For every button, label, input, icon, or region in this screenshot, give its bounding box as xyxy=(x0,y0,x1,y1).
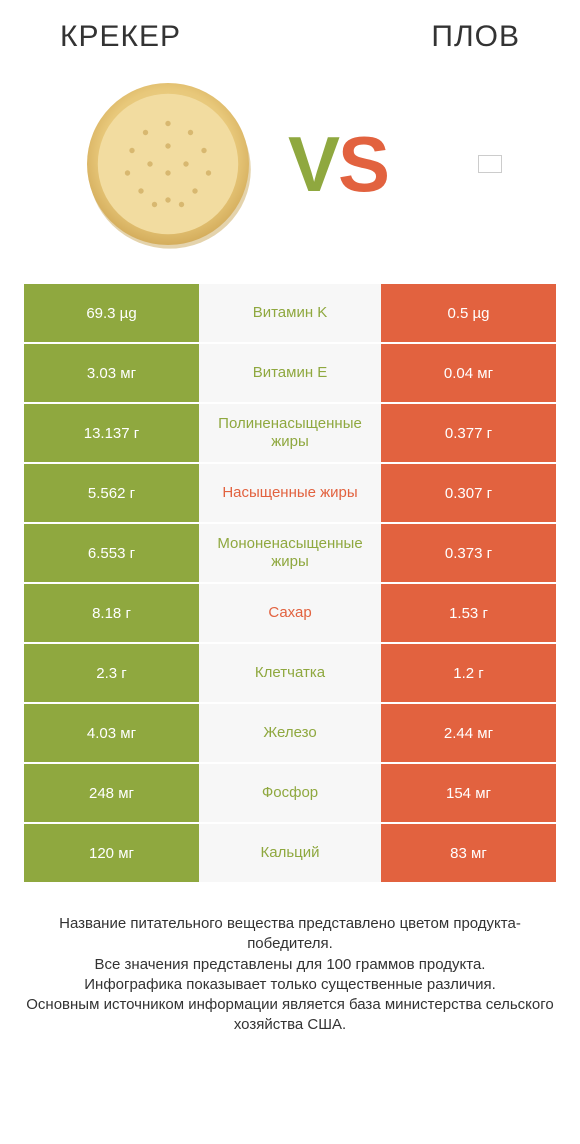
cell-left-value: 2.3 г xyxy=(24,644,199,702)
footer-line: Название питательного вещества представл… xyxy=(24,914,556,955)
cell-left-value: 8.18 г xyxy=(24,584,199,642)
table-row: 5.562 гНасыщенные жиры0.307 г xyxy=(24,464,556,522)
cell-left-value: 248 мг xyxy=(24,764,199,822)
table-row: 248 мгФосфор154 мг xyxy=(24,764,556,822)
title-left: КРЕКЕР xyxy=(60,20,181,54)
cell-right-value: 154 мг xyxy=(381,764,556,822)
cell-nutrient-label: Витамин E xyxy=(199,344,381,402)
footer-line: Инфографика показывает только существенн… xyxy=(24,975,556,995)
table-row: 6.553 гМононенасыщенные жиры0.373 г xyxy=(24,524,556,582)
cell-left-value: 4.03 мг xyxy=(24,704,199,762)
table-row: 120 мгКальций83 мг xyxy=(24,824,556,882)
table-row: 13.137 гПолиненасыщенные жиры0.377 г xyxy=(24,404,556,462)
cell-right-value: 1.53 г xyxy=(381,584,556,642)
cell-nutrient-label: Полиненасыщенные жиры xyxy=(199,404,381,462)
table-row: 8.18 гСахар1.53 г xyxy=(24,584,556,642)
vs-label: VS xyxy=(288,119,388,210)
footer-line: Все значения представлены для 100 граммо… xyxy=(24,955,556,975)
cell-nutrient-label: Сахар xyxy=(199,584,381,642)
cell-right-value: 1.2 г xyxy=(381,644,556,702)
table-row: 4.03 мгЖелезо2.44 мг xyxy=(24,704,556,762)
cracker-icon xyxy=(78,74,258,254)
cell-nutrient-label: Кальций xyxy=(199,824,381,882)
cell-nutrient-label: Насыщенные жиры xyxy=(199,464,381,522)
header: КРЕКЕР ПЛОВ xyxy=(0,0,580,64)
cell-left-value: 5.562 г xyxy=(24,464,199,522)
table-row: 69.3 µgВитамин K0.5 µg xyxy=(24,284,556,342)
cell-left-value: 3.03 мг xyxy=(24,344,199,402)
table-row: 2.3 гКлетчатка1.2 г xyxy=(24,644,556,702)
title-right: ПЛОВ xyxy=(431,20,520,54)
cell-right-value: 0.5 µg xyxy=(381,284,556,342)
cell-right-value: 2.44 мг xyxy=(381,704,556,762)
nutrition-table: 69.3 µgВитамин K0.5 µg3.03 мгВитамин E0.… xyxy=(0,284,580,882)
cell-left-value: 13.137 г xyxy=(24,404,199,462)
cell-nutrient-label: Витамин K xyxy=(199,284,381,342)
vs-s: S xyxy=(338,119,388,210)
cell-right-value: 0.307 г xyxy=(381,464,556,522)
vs-v: V xyxy=(288,119,338,210)
cell-nutrient-label: Мононенасыщенные жиры xyxy=(199,524,381,582)
cell-right-value: 83 мг xyxy=(381,824,556,882)
footer-line: Основным источником информации является … xyxy=(24,995,556,1036)
plov-placeholder-icon xyxy=(478,155,502,173)
table-row: 3.03 мгВитамин E0.04 мг xyxy=(24,344,556,402)
cell-left-value: 6.553 г xyxy=(24,524,199,582)
cell-nutrient-label: Клетчатка xyxy=(199,644,381,702)
cell-right-value: 0.373 г xyxy=(381,524,556,582)
cell-right-value: 0.04 мг xyxy=(381,344,556,402)
cell-nutrient-label: Железо xyxy=(199,704,381,762)
cell-left-value: 69.3 µg xyxy=(24,284,199,342)
cell-left-value: 120 мг xyxy=(24,824,199,882)
hero: VS xyxy=(0,64,580,284)
cell-nutrient-label: Фосфор xyxy=(199,764,381,822)
footer-note: Название питательного вещества представл… xyxy=(0,884,580,1036)
cell-right-value: 0.377 г xyxy=(381,404,556,462)
